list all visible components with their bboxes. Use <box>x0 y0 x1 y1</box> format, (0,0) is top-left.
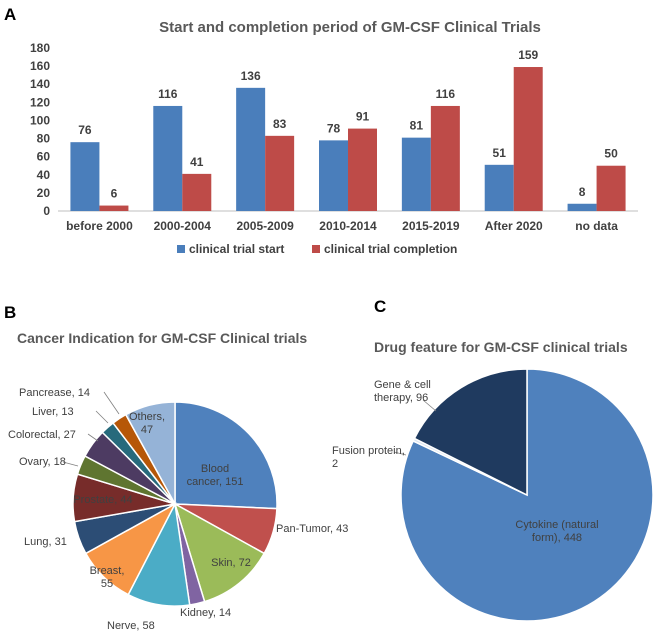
legend-swatch-clinical-trial-start <box>177 245 185 253</box>
data-label-clinical-trial-completion: 83 <box>273 117 287 131</box>
slice-label-nerve: Nerve, 58 <box>107 620 155 632</box>
bar-clinical-trial-completion-before-2000 <box>99 205 129 211</box>
data-label-clinical-trial-completion: 6 <box>111 187 118 201</box>
x-category-label: 2005-2009 <box>236 219 294 233</box>
slice-label-cytokine-natural-form: Cytokine (natural <box>515 519 598 531</box>
slice-label-liver: Liver, 13 <box>32 406 74 418</box>
slice-label-breast: Breast, <box>90 565 125 577</box>
data-label-clinical-trial-start: 136 <box>241 69 261 83</box>
data-label-clinical-trial-completion: 159 <box>518 48 538 62</box>
bar-chart-legend: clinical trial start clinical trial compl… <box>177 242 457 256</box>
leader-line-fusion-protein <box>393 451 407 456</box>
pie-slice-blood-cancer <box>174 401 278 510</box>
slice-label-lung: Lung, 31 <box>24 536 67 548</box>
data-label-clinical-trial-completion: 50 <box>604 147 618 161</box>
x-category-label: 2010-2014 <box>319 219 377 233</box>
bar-clinical-trial-start-2015-2019 <box>401 137 431 211</box>
pie-chart-b-title: Cancer Indication for GM-CSF Clinical tr… <box>17 330 307 346</box>
bar-clinical-trial-completion-2010-2014 <box>348 128 377 211</box>
y-tick-label: 120 <box>30 95 50 109</box>
legend-label-clinical-trial-completion: clinical trial completion <box>324 242 457 256</box>
slice-label-skin: Skin, 72 <box>211 557 251 569</box>
y-tick-label: 20 <box>37 186 51 200</box>
slice-label-ovary: Ovary, 18 <box>19 456 66 468</box>
bar-clinical-trial-completion-2005-2009 <box>265 135 295 211</box>
bar-clinical-trial-completion-2015-2019 <box>430 105 460 211</box>
panel-label-b: B <box>4 303 16 322</box>
data-label-clinical-trial-start: 81 <box>410 119 424 133</box>
legend-label-clinical-trial-start: clinical trial start <box>189 242 284 256</box>
bar-clinical-trial-completion-no-data <box>596 165 626 211</box>
y-tick-label: 140 <box>30 77 50 91</box>
slice-label-pan-tumor: Pan-Tumor, 43 <box>276 523 348 535</box>
y-tick-label: 180 <box>30 41 50 55</box>
slice-label-others: 47 <box>141 424 153 436</box>
bar-clinical-trial-start-2000-2004 <box>153 105 183 211</box>
bar-clinical-trial-completion-after-2020 <box>513 67 543 212</box>
legend-swatch-clinical-trial-completion <box>312 245 320 253</box>
bar-clinical-trial-start-2005-2009 <box>236 87 266 211</box>
leader-line-ovary <box>62 461 79 467</box>
slice-label-breast: 55 <box>101 578 113 590</box>
y-tick-label: 80 <box>37 132 51 146</box>
y-tick-label: 60 <box>37 150 51 164</box>
data-label-clinical-trial-start: 116 <box>158 87 178 101</box>
pie-slice-gene-cell-therapy <box>413 368 528 497</box>
leader-line-colorectal <box>87 433 99 442</box>
pie-slice-cytokine-natural-form <box>400 368 654 622</box>
pie-chart-c-title: Drug feature for GM-CSF clinical trials <box>374 339 628 355</box>
x-category-label: before 2000 <box>66 219 133 233</box>
slice-label-cytokine-natural-form: form), 448 <box>532 532 582 544</box>
bar-clinical-trial-start-2010-2014 <box>319 140 348 211</box>
leader-line-gene-cell-therapy <box>422 399 437 412</box>
bar-clinical-trial-start-no-data <box>567 203 597 211</box>
data-label-clinical-trial-start: 8 <box>579 185 586 199</box>
slice-label-others: Others, <box>129 411 165 423</box>
slice-label-prostate: Prostate, 44 <box>73 494 132 506</box>
data-label-clinical-trial-start: 76 <box>78 123 92 137</box>
bar-clinical-trial-start-after-2020 <box>484 164 514 211</box>
pie-c-slices <box>400 368 654 622</box>
slice-label-fusion-protein: Fusion protein, <box>332 445 405 457</box>
y-tick-label: 40 <box>37 168 51 182</box>
pie-chart-cancer-indication: Cancer Indication for GM-CSF Clinical tr… <box>8 330 348 632</box>
x-category-label: 2000-2004 <box>154 219 212 233</box>
x-category-label: no data <box>575 219 618 233</box>
bar-chart-axes: 0 20 40 60 80 100 120 140 160 180 before 2000 2000-… <box>30 41 638 233</box>
slice-label-gene-cell-therapy: therapy, 96 <box>374 392 428 404</box>
slice-label-gene-cell-therapy: Gene & cell <box>374 379 431 391</box>
data-label-clinical-trial-completion: 91 <box>356 110 370 124</box>
y-tick-label: 160 <box>30 59 50 73</box>
panel-label-c: C <box>374 297 386 316</box>
x-category-label: 2015-2019 <box>402 219 460 233</box>
leader-line-liver <box>95 410 109 424</box>
y-tick-label: 100 <box>30 113 50 127</box>
data-label-clinical-trial-start: 78 <box>327 121 341 135</box>
bar-chart-bars: 76 6 116 41 136 83 78 91 81 116 51 159 8 50 <box>70 48 626 212</box>
slice-label-blood-cancer: cancer, 151 <box>187 476 244 488</box>
data-label-clinical-trial-completion: 116 <box>436 87 456 101</box>
y-tick-label: 0 <box>43 204 50 218</box>
bar-clinical-trial-completion-2000-2004 <box>182 173 212 211</box>
bar-chart-title: Start and completion period of GM-CSF Cl… <box>159 19 541 36</box>
panel-label-a: A <box>4 5 16 24</box>
slice-label-pancrease: Pancrease, 14 <box>19 387 90 399</box>
bar-clinical-trial-start-before-2000 <box>70 142 100 211</box>
data-label-clinical-trial-completion: 41 <box>190 155 204 169</box>
bar-chart-trial-periods: Start and completion period of GM-CSF Cl… <box>30 19 638 256</box>
slice-label-blood-cancer: Blood <box>201 463 229 475</box>
leader-line-pancrease <box>103 391 120 415</box>
pie-b-slices <box>72 401 278 607</box>
slice-label-kidney: Kidney, 14 <box>180 607 231 619</box>
slice-label-fusion-protein: 2 <box>332 458 338 470</box>
x-category-label: After 2020 <box>485 219 543 233</box>
pie-chart-drug-feature: Drug feature for GM-CSF clinical trials … <box>332 339 654 622</box>
slice-label-colorectal: Colorectal, 27 <box>8 429 76 441</box>
data-label-clinical-trial-start: 51 <box>493 146 507 160</box>
pie-slice-others <box>124 401 176 505</box>
